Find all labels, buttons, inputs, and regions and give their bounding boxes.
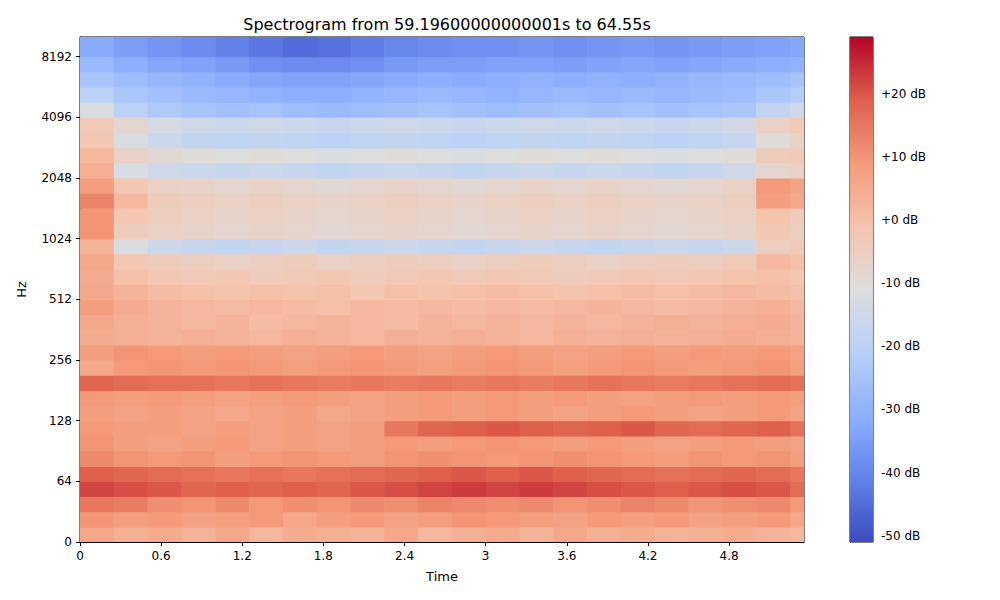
svg-text:-40 dB: -40 dB — [881, 466, 920, 480]
svg-text:128: 128 — [49, 414, 72, 428]
svg-text:64: 64 — [57, 474, 72, 488]
svg-text:+10 dB: +10 dB — [881, 150, 926, 164]
svg-text:2048: 2048 — [41, 171, 72, 185]
svg-text:3.6: 3.6 — [557, 549, 576, 563]
svg-text:4096: 4096 — [41, 110, 72, 124]
svg-text:1.8: 1.8 — [314, 549, 333, 563]
svg-text:+20 dB: +20 dB — [881, 87, 926, 101]
svg-text:0.6: 0.6 — [152, 549, 171, 563]
svg-text:0: 0 — [76, 549, 84, 563]
svg-text:512: 512 — [49, 292, 72, 306]
svg-text:3: 3 — [482, 549, 490, 563]
svg-text:0: 0 — [64, 535, 72, 549]
svg-text:-10 dB: -10 dB — [881, 276, 920, 290]
svg-text:4.2: 4.2 — [638, 549, 657, 563]
svg-text:Time: Time — [425, 569, 458, 584]
svg-text:-20 dB: -20 dB — [881, 339, 920, 353]
svg-text:256: 256 — [49, 353, 72, 367]
svg-text:Spectrogram from 59.1960000000: Spectrogram from 59.19600000000001s to 6… — [243, 15, 650, 34]
svg-text:4.8: 4.8 — [720, 549, 739, 563]
svg-text:-50 dB: -50 dB — [881, 529, 920, 543]
svg-text:1024: 1024 — [41, 232, 72, 246]
svg-text:Hz: Hz — [14, 281, 29, 298]
svg-text:2.4: 2.4 — [395, 549, 414, 563]
svg-text:-30 dB: -30 dB — [881, 402, 920, 416]
svg-text:1.2: 1.2 — [233, 549, 252, 563]
svg-text:8192: 8192 — [41, 50, 72, 64]
svg-text:+0 dB: +0 dB — [881, 213, 918, 227]
